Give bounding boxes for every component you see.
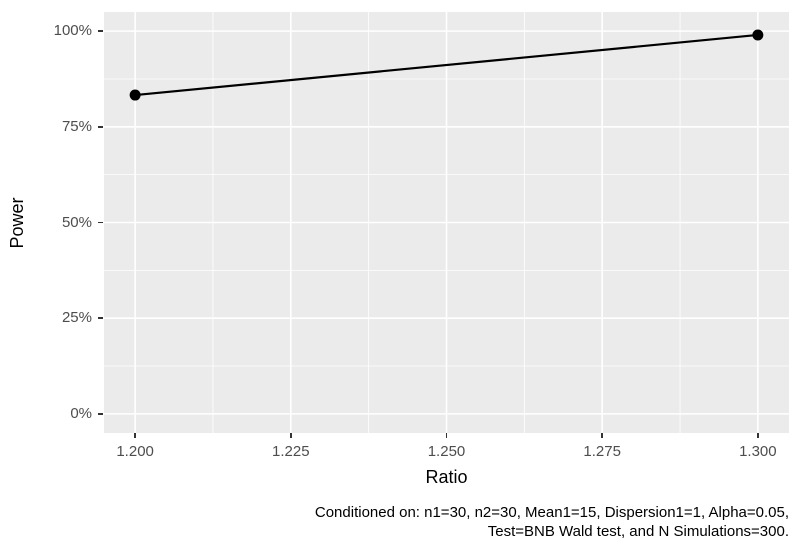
x-tick-label: 1.300	[739, 443, 777, 460]
series-line	[135, 33, 758, 97]
y-tick-label: 50%	[61, 213, 92, 231]
x-tick-mark	[290, 433, 292, 438]
x-tick-label: 1.250	[427, 443, 466, 460]
data-point	[752, 29, 764, 41]
data-point	[129, 89, 141, 101]
y-tick-mark	[98, 413, 103, 415]
y-axis-title: Power	[7, 197, 27, 249]
y-tick-label: 25%	[61, 309, 92, 327]
plot-canvas	[104, 12, 789, 433]
x-tick-mark	[445, 433, 448, 438]
y-tick-label: 100%	[53, 22, 92, 40]
caption-line-2: Test=BNB Wald test, and N Simulations=30…	[487, 523, 789, 540]
y-tick-mark	[98, 126, 103, 128]
y-tick-mark	[98, 317, 103, 319]
y-tick-label: 0%	[70, 404, 92, 422]
x-axis-title: Ratio	[425, 467, 468, 487]
caption: Conditioned on: n1=30, n2=30, Mean1=15, …	[315, 503, 789, 541]
x-tick-mark	[601, 433, 603, 438]
y-tick-label: 75%	[61, 117, 92, 135]
x-tick-mark	[757, 433, 759, 438]
x-tick-label: 1.200	[116, 443, 154, 460]
x-tick-label: 1.225	[272, 443, 310, 460]
x-tick-mark	[134, 433, 136, 438]
caption-line-1: Conditioned on: n1=30, n2=30, Mean1=15, …	[314, 504, 789, 521]
x-tick-label: 1.275	[583, 443, 621, 460]
y-tick-mark	[98, 221, 103, 224]
plot-panel	[104, 12, 789, 433]
y-tick-mark	[98, 30, 103, 32]
